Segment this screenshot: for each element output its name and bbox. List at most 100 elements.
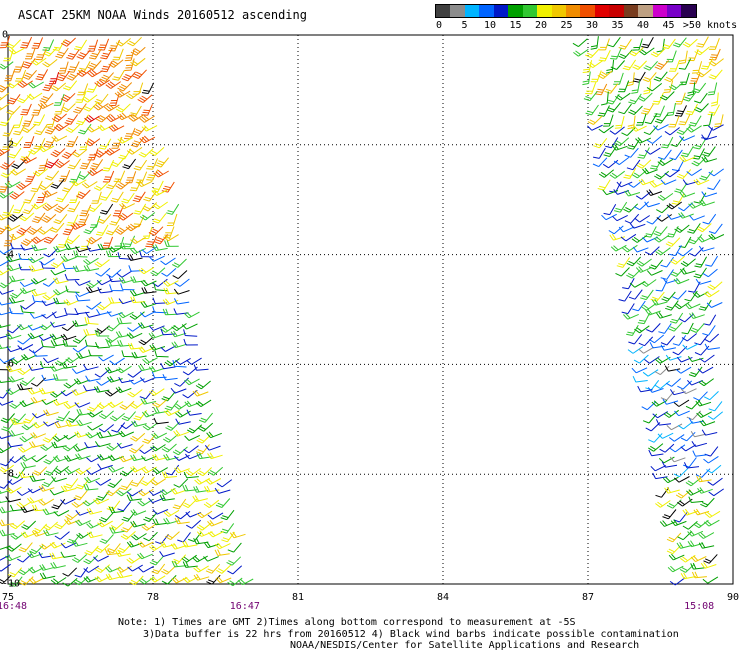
wind-barb bbox=[141, 287, 157, 294]
wind-barb bbox=[108, 466, 124, 473]
wind-barb bbox=[142, 433, 157, 444]
wind-barb bbox=[152, 518, 168, 526]
wind-barb bbox=[0, 115, 13, 127]
wind-barb bbox=[163, 287, 179, 295]
wind-barb bbox=[0, 563, 11, 572]
wind-barb bbox=[19, 212, 35, 222]
wind-barb bbox=[98, 38, 110, 51]
wind-barb bbox=[1, 137, 13, 150]
wind-barb bbox=[8, 296, 25, 304]
wind-barb bbox=[693, 178, 710, 186]
wind-barb bbox=[119, 202, 135, 210]
wind-barb bbox=[77, 213, 90, 226]
wind-barb bbox=[125, 223, 142, 232]
wind-barb bbox=[699, 170, 714, 181]
wind-barb bbox=[76, 68, 92, 77]
wind-barb bbox=[166, 213, 178, 226]
wind-barb bbox=[54, 531, 70, 540]
wind-barb bbox=[127, 389, 143, 398]
wind-barb bbox=[6, 105, 21, 115]
wind-barb bbox=[0, 574, 12, 585]
wind-barb bbox=[699, 419, 716, 427]
wind-barb bbox=[163, 226, 175, 239]
wind-barb bbox=[116, 317, 132, 325]
wind-barb bbox=[698, 532, 715, 539]
wind-barb bbox=[598, 49, 611, 62]
wind-barb bbox=[171, 554, 187, 565]
wind-barb bbox=[671, 159, 685, 172]
wind-barb bbox=[672, 335, 687, 346]
wind-barb bbox=[76, 419, 92, 427]
wind-barb bbox=[600, 91, 609, 106]
wind-barb bbox=[205, 478, 222, 485]
note-line-2: 3)Data buffer is 22 hrs from 20160512 4)… bbox=[143, 629, 679, 640]
wind-barb bbox=[120, 242, 135, 250]
wind-barb bbox=[95, 342, 110, 349]
wind-barb bbox=[196, 510, 213, 519]
wind-barb bbox=[55, 191, 69, 203]
wind-barb bbox=[693, 519, 709, 529]
wind-barb bbox=[682, 91, 697, 102]
wind-barb bbox=[664, 169, 680, 178]
wind-barb bbox=[653, 105, 665, 118]
wind-barb bbox=[51, 113, 67, 123]
wind-barb bbox=[43, 233, 58, 244]
wind-barb bbox=[97, 453, 113, 461]
wind-barb bbox=[645, 308, 661, 316]
wind-barb bbox=[0, 279, 14, 289]
wind-barb bbox=[701, 134, 717, 141]
wind-barb bbox=[714, 114, 724, 128]
wind-barb bbox=[98, 424, 115, 433]
wind-barb bbox=[18, 253, 33, 261]
wind-barb bbox=[650, 465, 667, 472]
wind-barb bbox=[697, 487, 713, 494]
wind-barb bbox=[613, 157, 630, 166]
wind-barb bbox=[54, 203, 70, 214]
wind-barb bbox=[166, 203, 180, 215]
wind-barb bbox=[71, 368, 88, 374]
wind-barb bbox=[51, 498, 66, 510]
wind-barb bbox=[93, 181, 109, 191]
wind-barb bbox=[61, 322, 77, 332]
wind-barb bbox=[40, 361, 55, 368]
wind-barb bbox=[12, 115, 24, 129]
wind-barb bbox=[72, 445, 89, 452]
wind-barb bbox=[635, 191, 652, 200]
wind-barb bbox=[38, 387, 55, 395]
wind-barb bbox=[96, 308, 112, 316]
wind-barb bbox=[70, 222, 87, 230]
wind-barb bbox=[174, 517, 190, 525]
wind-barb bbox=[62, 339, 77, 347]
wind-barb bbox=[0, 289, 14, 295]
wind-barb bbox=[598, 125, 614, 134]
wind-barb bbox=[0, 344, 11, 350]
note-line-3: NOAA/NESDIS/Center for Satellite Applica… bbox=[290, 640, 640, 651]
wind-barb bbox=[138, 336, 154, 346]
y-tick-label: -10 bbox=[2, 578, 21, 590]
wind-barb bbox=[678, 212, 694, 219]
wind-barb bbox=[63, 402, 80, 409]
wind-barb bbox=[38, 181, 54, 191]
wind-barb bbox=[74, 567, 89, 578]
wind-barb bbox=[94, 543, 110, 553]
wind-barb bbox=[695, 399, 712, 407]
wind-barb bbox=[685, 400, 701, 410]
wind-barb bbox=[95, 224, 109, 236]
wind-barb bbox=[109, 413, 125, 422]
wind-barb bbox=[9, 136, 24, 147]
wind-barb bbox=[602, 189, 619, 196]
wind-barb bbox=[629, 280, 646, 288]
wind-barb bbox=[197, 467, 213, 477]
wind-barb bbox=[73, 490, 88, 501]
wind-barb bbox=[183, 329, 198, 337]
wind-barb bbox=[627, 346, 644, 354]
wind-barb bbox=[72, 344, 89, 353]
wind-barb bbox=[621, 126, 636, 137]
wind-barb bbox=[633, 201, 650, 211]
wind-barb bbox=[0, 160, 15, 170]
wind-barb bbox=[700, 562, 717, 569]
wind-barb bbox=[50, 389, 66, 398]
wind-barb bbox=[17, 383, 33, 391]
wind-barb bbox=[696, 223, 712, 233]
wind-barb bbox=[62, 567, 78, 577]
